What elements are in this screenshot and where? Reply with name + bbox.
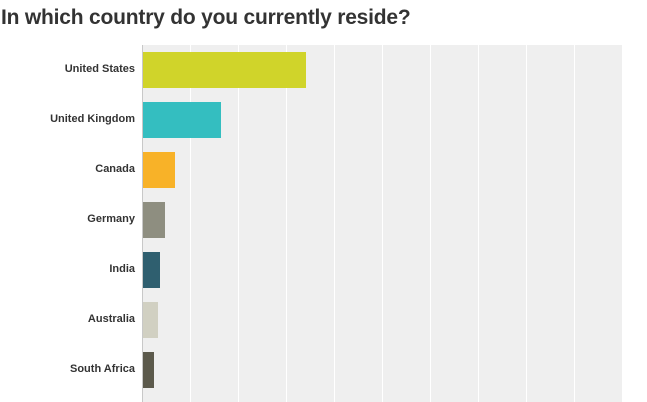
gridline [190, 45, 191, 402]
gridline [430, 45, 431, 402]
bar-united-states[interactable] [143, 52, 306, 88]
category-label: Australia [87, 313, 135, 325]
chart-title: In which country do you currently reside… [1, 6, 411, 29]
category-label: South Africa [70, 363, 135, 375]
gridline [286, 45, 287, 402]
plot-area [142, 45, 622, 402]
category-label: India [109, 263, 135, 275]
category-label: United States [64, 63, 135, 75]
gridline [526, 45, 527, 402]
gridline [334, 45, 335, 402]
bar-canada[interactable] [143, 152, 175, 188]
category-label: United Kingdom [50, 113, 135, 125]
bar-australia[interactable] [143, 302, 158, 338]
category-label: Canada [95, 163, 135, 175]
bar-south-africa[interactable] [143, 352, 154, 388]
y-axis-line [142, 45, 143, 402]
bar-india[interactable] [143, 252, 160, 288]
gridline [574, 45, 575, 402]
gridline [478, 45, 479, 402]
category-label: Germany [87, 213, 135, 225]
bar-germany[interactable] [143, 202, 165, 238]
gridline [382, 45, 383, 402]
bar-united-kingdom[interactable] [143, 102, 221, 138]
gridline [238, 45, 239, 402]
